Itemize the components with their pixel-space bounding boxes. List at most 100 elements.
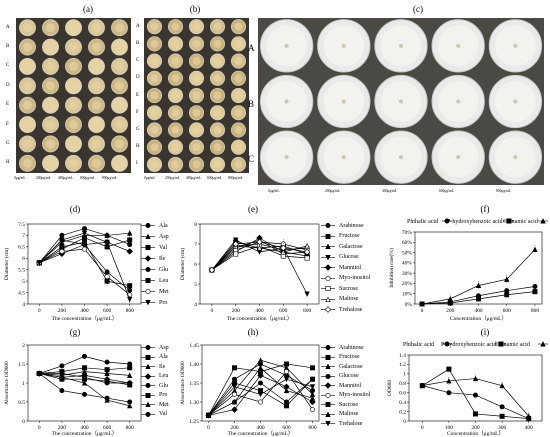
fungal-colony [69,81,78,91]
panel-e-label: (e) [248,204,258,214]
y-tick-label: 6 [22,256,25,262]
fungal-colony [192,125,201,134]
legend-item: Mannitol [320,264,361,271]
fungal-colony [92,120,101,130]
fungal-colony [92,100,101,110]
legend-marker [325,296,331,302]
x-axis-label: The concentration（μg/mL） [52,430,118,437]
legend-label: Glucose [339,254,359,261]
colony-center [341,43,346,48]
fungal-colony [23,61,32,71]
y-tick-label: 5 [194,282,197,288]
fungal-colony [213,22,222,31]
legend-marker [145,266,151,273]
fungal-colony [69,23,78,33]
legend-marker [540,218,546,224]
plate-row-label: D [6,82,10,88]
legend-item: Sucrose [320,401,358,408]
legend-marker [325,420,331,427]
data-point [127,283,133,289]
legend-marker [324,264,332,271]
y-tick-label: 0.6 [399,391,406,397]
plate-row-label: E [6,102,10,108]
fungal-colony [92,139,101,149]
legend-label: Pro [159,299,168,306]
y-tick-label: 4 [22,302,25,308]
fungal-colony [234,143,243,152]
y-tick-label: 2 [22,343,25,349]
data-point [304,255,310,261]
x-tick-label: 0 [421,308,424,314]
colony-center [513,43,518,48]
concentration-label: 800μg/mL [102,176,118,180]
legend-label: Glu [159,266,168,273]
legend-item: Sucrose [320,285,358,292]
fungal-colony [46,100,55,110]
legend-marker [444,218,450,224]
data-point [280,249,286,255]
data-point [310,376,316,382]
fungal-colony [171,74,180,83]
legend-marker [145,244,151,251]
y-axis-label: Inhibition rate(%) [388,248,395,288]
chart-f-inhibition-rate: 0% 10% 20% 30% 40% 50% 60% 70% 0 200 400 600 800 Conc… [388,218,548,322]
y-tick-label: 0 [22,419,25,425]
plate-row-label: D [136,75,140,81]
data-point [126,248,133,255]
x-tick-label: 800 [126,308,135,314]
legend-label: Trehalose [339,420,363,427]
x-tick-label: 600 [503,308,512,314]
data-point [309,384,316,390]
legend-label: Trehalose [339,306,363,313]
fungal-colony [92,81,101,91]
plate-row-label: A [248,42,255,53]
plate-row-label: F [6,121,9,127]
legend-item: Myo-inositol [320,275,370,282]
data-point [36,370,42,376]
legend-item: Glucose [320,254,359,261]
fungal-colony [69,100,78,110]
fungal-colony [234,22,243,31]
legend-label: P-hydroxybenzoic acid [447,219,502,225]
y-tick-label: 1.30 [189,400,199,406]
y-tick-label: 1.25 [189,419,199,425]
data-point [127,237,133,243]
data-point [104,278,110,284]
data-point [104,274,110,280]
data-point [104,378,110,384]
legend-label: Val [159,411,167,418]
x-tick-label: 200 [232,308,241,314]
data-point [257,357,264,363]
colony-center [399,99,403,104]
concentration-label: 400μg/mL [186,176,202,180]
plate-row-label: I [136,161,138,167]
data-point [499,382,505,389]
photo-a-plate-grid [16,18,131,173]
data-point [447,300,453,306]
chart-g-absorbance-amino-acids: 0 0.5 1 1.5 2 0 200 400 600 800 The concentration（… [4,343,142,437]
data-point [59,363,65,369]
fungal-colony [115,23,124,33]
legend-item: Glucose [320,373,359,380]
fungal-colony [69,42,78,52]
concentration-label: 600μg/mL [439,189,455,193]
legend-label: Arabinose [339,344,364,351]
legend-label: Ile [159,363,166,370]
data-point [127,399,133,405]
x-tick-label: 0 [207,425,210,431]
plate-row-label: G [6,140,10,146]
x-tick-label: 600 [282,425,291,431]
fungal-colony [23,42,32,52]
fungal-colony [115,61,124,71]
fungal-colony [150,108,159,117]
plot-frame [408,354,543,422]
x-axis-label: The concentration（μg/mL） [52,315,118,322]
legend-item: Val [140,411,167,418]
data-point [231,365,237,371]
legend-marker [325,285,331,292]
data-point [231,399,238,405]
fungal-colony [46,42,55,52]
legend-marker [498,341,504,347]
x-tick-label: 200 [471,425,480,431]
data-point [59,248,65,254]
